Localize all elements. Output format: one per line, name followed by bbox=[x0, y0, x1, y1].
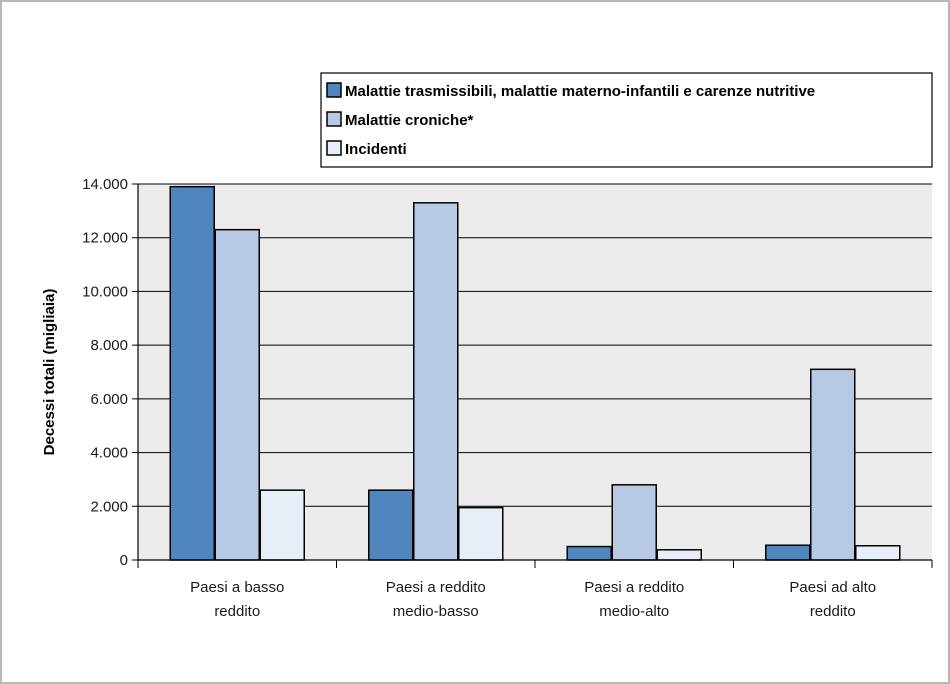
y-tick-label: 8.000 bbox=[90, 337, 128, 354]
x-category-label: Paesi ad alto bbox=[789, 579, 876, 596]
y-axis-label: Decessi totali (migliaia) bbox=[41, 289, 58, 456]
bar bbox=[656, 549, 702, 561]
x-category-label: Paesi a reddito bbox=[386, 579, 486, 596]
bar bbox=[611, 484, 657, 561]
legend-label: Malattie trasmissibili, malattie materno… bbox=[345, 83, 815, 100]
legend-swatch bbox=[326, 111, 342, 127]
y-tick-label: 4.000 bbox=[90, 445, 128, 462]
bar bbox=[368, 489, 414, 561]
y-tick-label: 10.000 bbox=[82, 283, 128, 300]
bar bbox=[566, 545, 612, 561]
axes bbox=[132, 183, 933, 568]
x-category-label: Paesi a basso bbox=[190, 579, 284, 596]
x-category-label: medio-alto bbox=[599, 603, 669, 620]
bar bbox=[169, 185, 215, 561]
legend-box bbox=[320, 72, 933, 168]
x-category-labels: Paesi a basso reddito Paesi a reddito medio… bbox=[190, 579, 876, 620]
legend-label: Incidenti bbox=[345, 141, 407, 158]
y-tick-label: 12.000 bbox=[82, 230, 128, 247]
y-tick-label: 2.000 bbox=[90, 498, 128, 515]
y-tick-labels: 0 2.000 4.000 6.000 8.000 10.000 12.000 14.000 bbox=[82, 176, 128, 569]
y-tick-label: 6.000 bbox=[90, 391, 128, 408]
x-category-label: Paesi a reddito bbox=[584, 579, 684, 596]
bar bbox=[259, 489, 305, 561]
bar bbox=[765, 544, 811, 561]
y-tick-label: 0 bbox=[120, 552, 128, 569]
bar bbox=[214, 228, 260, 561]
legend-label: Malattie croniche* bbox=[345, 112, 474, 129]
legend-swatch bbox=[326, 140, 342, 156]
bar bbox=[855, 545, 901, 561]
legend-swatch bbox=[326, 82, 342, 98]
x-category-label: reddito bbox=[810, 603, 856, 620]
bar bbox=[458, 506, 504, 561]
x-category-label: medio-basso bbox=[393, 603, 479, 620]
bar bbox=[413, 202, 459, 561]
y-tick-label: 14.000 bbox=[82, 176, 128, 193]
x-category-label: reddito bbox=[214, 603, 260, 620]
bar bbox=[810, 368, 856, 561]
legend: Malattie trasmissibili, malattie materno… bbox=[320, 72, 933, 168]
